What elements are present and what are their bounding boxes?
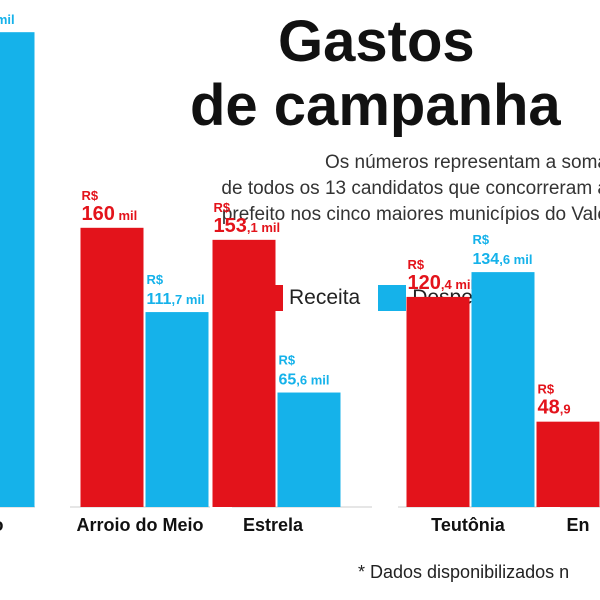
data-label: 2,1 mil — [0, 11, 15, 28]
bar-despesas — [145, 312, 209, 507]
bar-receita — [536, 421, 600, 507]
data-label: 48,9 — [538, 397, 571, 419]
data-label-prefix: R$ — [147, 272, 164, 287]
data-label-prefix: R$ — [538, 382, 555, 397]
chart-title-line1: Gastos — [278, 9, 475, 74]
bar-receita — [212, 239, 276, 507]
chart-title-line2: de campanha — [190, 73, 561, 138]
subtitle-line2: de todos os 13 candidatos que concorrera… — [221, 178, 600, 199]
footnote: * Dados disponibilizados n — [358, 562, 570, 582]
legend-label-receita: Receita — [289, 286, 361, 309]
category-label: Estrela — [243, 515, 304, 535]
bar-receita — [80, 227, 144, 508]
category-label: Teutônia — [431, 515, 506, 535]
subtitle-line1: Os números representam a soma — [324, 152, 600, 173]
data-label: 65,6 mil — [279, 372, 330, 389]
data-label: 134,6 mil — [473, 251, 533, 268]
category-label: o — [0, 515, 4, 535]
legend-swatch-despesas — [378, 285, 407, 311]
data-label: 153,1 mil — [214, 215, 281, 237]
data-label-prefix: R$ — [214, 200, 231, 215]
data-label: 160 mil — [82, 203, 138, 225]
data-label-prefix: R$ — [279, 353, 296, 368]
data-label-prefix: R$ — [82, 188, 99, 203]
subtitle-line3: prefeito nos cinco maiores municípios do… — [221, 204, 600, 225]
bar-despesas — [471, 272, 535, 507]
category-label: Arroio do Meio — [77, 515, 204, 535]
chart-subtitle: Os números representam a soma de todos o… — [138, 150, 600, 228]
data-label-prefix: R$ — [473, 232, 490, 247]
data-label-prefix: R$ — [408, 257, 425, 272]
data-label: 111,7 mil — [147, 291, 205, 308]
bar-despesas — [277, 392, 341, 507]
category-label: En — [566, 515, 589, 535]
bar-receita — [406, 296, 470, 507]
bar-despesas — [0, 32, 35, 508]
data-label: 120,4 mil — [408, 272, 475, 294]
